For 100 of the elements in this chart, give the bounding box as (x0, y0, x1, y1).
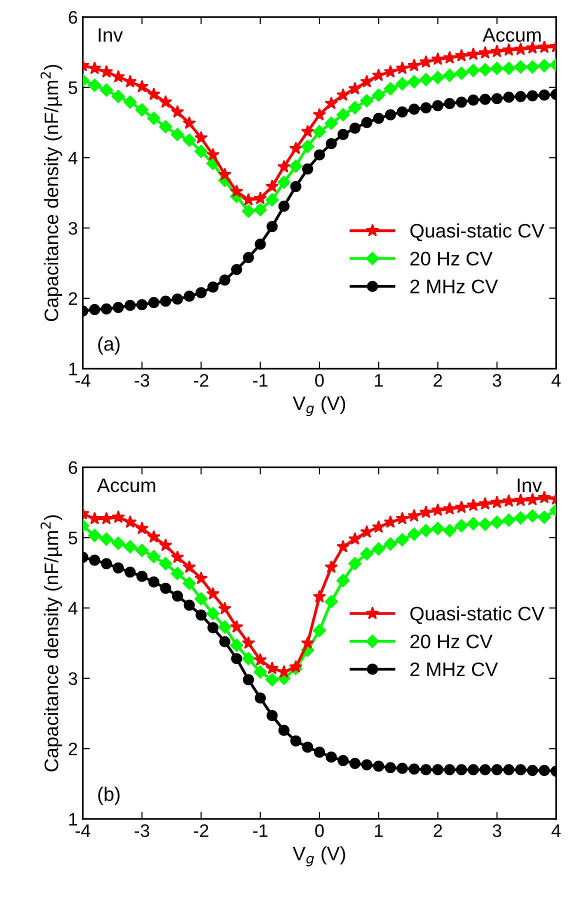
point (100, 532, 114, 546)
point (172, 293, 184, 305)
point (538, 58, 551, 72)
point (312, 108, 326, 121)
point (277, 665, 291, 678)
point (124, 300, 136, 311)
point (468, 94, 479, 106)
y-tick-label: 1 (69, 362, 78, 376)
point (348, 101, 362, 114)
point (160, 582, 172, 594)
point (196, 609, 207, 621)
point (278, 724, 290, 736)
point (194, 592, 208, 606)
point (420, 764, 432, 776)
point (88, 512, 102, 524)
point (158, 95, 172, 108)
point (277, 176, 291, 189)
point (135, 103, 149, 116)
point (266, 662, 279, 674)
x-tick-label: -1 (253, 824, 268, 837)
point (491, 93, 503, 104)
point (206, 148, 220, 161)
x-tick-label: -4 (76, 374, 90, 387)
point (456, 96, 468, 108)
annotation: (a) (98, 336, 120, 355)
x-tick-label: 4 (552, 824, 561, 837)
point (194, 131, 208, 144)
point (454, 48, 468, 62)
point (159, 557, 172, 570)
point (112, 536, 125, 550)
point (478, 518, 492, 531)
point (89, 304, 100, 316)
point (324, 595, 338, 608)
legend-label: Quasi-static CV (410, 606, 544, 624)
point (242, 636, 256, 649)
point (290, 180, 302, 192)
point (254, 665, 267, 679)
point (302, 163, 314, 174)
x-tick-label: -3 (134, 824, 150, 838)
point (184, 290, 195, 302)
y-tick-label: 3 (68, 672, 78, 686)
point (408, 58, 421, 72)
point (289, 660, 302, 673)
point (431, 503, 444, 516)
point (538, 764, 550, 776)
point (384, 537, 398, 551)
point (396, 61, 409, 74)
point (336, 574, 350, 588)
y-tick-label: 2 (68, 292, 78, 305)
x-tick-label: 1 (375, 374, 383, 387)
point (490, 62, 504, 75)
y-tick-label: 5 (68, 532, 78, 544)
point (336, 540, 350, 553)
point (124, 566, 136, 578)
point (266, 193, 279, 206)
point (396, 77, 409, 90)
point (170, 128, 184, 142)
y-tick-label: 4 (68, 602, 78, 615)
point (478, 63, 492, 76)
point (431, 522, 444, 536)
point (124, 96, 137, 109)
point (112, 90, 125, 104)
point (336, 108, 350, 122)
point (396, 762, 408, 774)
point (230, 638, 244, 652)
point (100, 512, 114, 524)
point (420, 102, 432, 114)
point (254, 203, 267, 216)
point (302, 742, 314, 753)
point (123, 515, 137, 528)
point (372, 88, 386, 102)
point (301, 124, 314, 138)
point (503, 92, 514, 103)
point (360, 525, 374, 538)
point (160, 296, 172, 307)
point (182, 134, 196, 147)
y-tick-label: 6 (68, 461, 78, 474)
point (147, 530, 160, 543)
point (254, 653, 267, 666)
point (348, 557, 362, 570)
point (158, 538, 172, 552)
y-tick-label: 3 (68, 222, 78, 235)
point (384, 109, 396, 120)
point (514, 42, 528, 56)
point (502, 494, 516, 507)
point (360, 547, 374, 560)
point (314, 149, 326, 160)
point (196, 287, 207, 298)
point (242, 204, 256, 218)
point (360, 74, 374, 88)
point (112, 302, 124, 314)
legend-label: 20 Hz CV (410, 634, 493, 648)
point (242, 252, 254, 264)
point (218, 602, 232, 614)
point (372, 542, 386, 556)
point (301, 636, 314, 649)
point (515, 90, 526, 102)
point (182, 560, 196, 573)
x-tick-label: -3 (134, 374, 150, 387)
point (301, 140, 314, 154)
